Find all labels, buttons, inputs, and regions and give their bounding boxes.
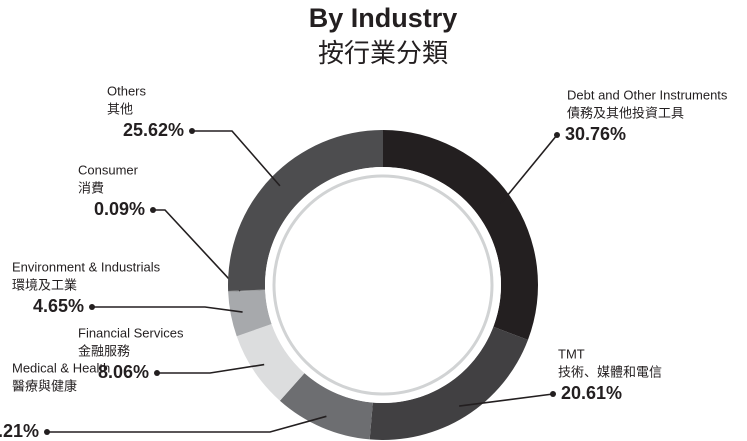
- leader-dot: [150, 207, 156, 213]
- label-name: Consumer: [78, 162, 139, 177]
- label-name-zh: 消費: [78, 180, 104, 195]
- value-label: 8.06%: [98, 362, 149, 382]
- slice: [279, 373, 373, 440]
- slice: [228, 289, 266, 292]
- label-name: Others: [107, 83, 147, 98]
- slice: [369, 326, 528, 440]
- leader-dot: [550, 391, 556, 397]
- leader-dot: [44, 429, 50, 435]
- label-name: Environment & Industrials: [12, 259, 161, 274]
- leader-line: [192, 130, 281, 187]
- label-name-zh: 環境及工業: [12, 277, 77, 292]
- leader-line: [459, 393, 554, 407]
- value-label: 4.65%: [33, 296, 84, 316]
- label-name-zh: 醫療與健康: [12, 378, 77, 393]
- leader-line: [153, 209, 241, 292]
- slice: [383, 130, 538, 340]
- leader-dot: [154, 370, 160, 376]
- label-name-zh: 其他: [107, 101, 133, 116]
- label-name-zh: 技術、媒體和電信: [558, 364, 662, 379]
- slice: [228, 130, 383, 292]
- slice: [236, 323, 305, 401]
- leader-dot: [554, 132, 560, 138]
- leader-dot: [189, 128, 195, 134]
- chart-subtitle: 按行業分類: [318, 38, 448, 68]
- value-label: 25.62%: [123, 120, 184, 140]
- label-name: TMT: [558, 346, 585, 361]
- value-label: 30.76%: [565, 124, 626, 144]
- value-label: 0.09%: [94, 199, 145, 219]
- inner-ring: [272, 174, 494, 396]
- leader-line: [157, 363, 265, 374]
- label-name: Medical & Health: [12, 360, 110, 375]
- label-name-zh: 金融服務: [78, 343, 130, 358]
- leader-line: [47, 415, 327, 433]
- value-label: 20.61%: [561, 383, 622, 403]
- leader-line: [500, 134, 558, 205]
- label-name-zh: 債務及其他投資工具: [567, 105, 684, 120]
- value-label: 10.21%: [0, 421, 39, 441]
- leader-dot: [89, 304, 95, 310]
- label-name: Financial Services: [78, 325, 184, 340]
- inner-fill: [265, 167, 501, 403]
- slice: [228, 290, 272, 337]
- leader-line: [92, 306, 243, 313]
- chart-title: By Industry: [309, 3, 458, 33]
- label-name: Debt and Other Instruments: [567, 87, 728, 102]
